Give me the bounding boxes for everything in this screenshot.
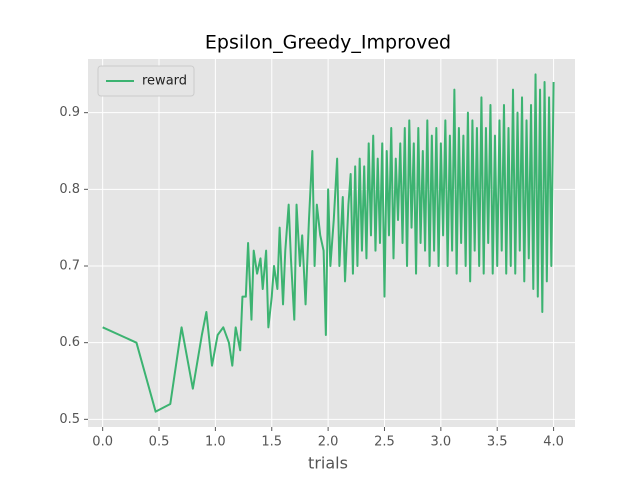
x-tick-label: 0.0 [92,435,113,450]
x-tick-label: 2.5 [374,435,395,450]
y-tick-label: 0.7 [59,259,80,274]
x-tick-label: 4.0 [543,435,564,450]
x-tick-label: 3.5 [487,435,508,450]
y-tick-label: 0.6 [59,335,80,350]
x-tick-label: 1.0 [205,435,226,450]
y-tick-label: 0.9 [59,105,80,120]
x-axis-label: trials [308,454,348,473]
legend-label: reward [142,74,187,89]
x-tick-label: 2.0 [318,435,339,450]
y-tick-label: 0.5 [59,412,80,427]
chart-title: Epsilon_Greedy_Improved [205,32,451,54]
line [102,73,555,413]
legend-box [97,65,195,97]
x-tick-label: 3.0 [431,435,452,450]
y-tick-label: 0.8 [59,182,80,197]
x-tick-label: 1.5 [261,435,282,450]
x-tick-label: 0.5 [149,435,170,450]
legend: reward [97,65,195,97]
